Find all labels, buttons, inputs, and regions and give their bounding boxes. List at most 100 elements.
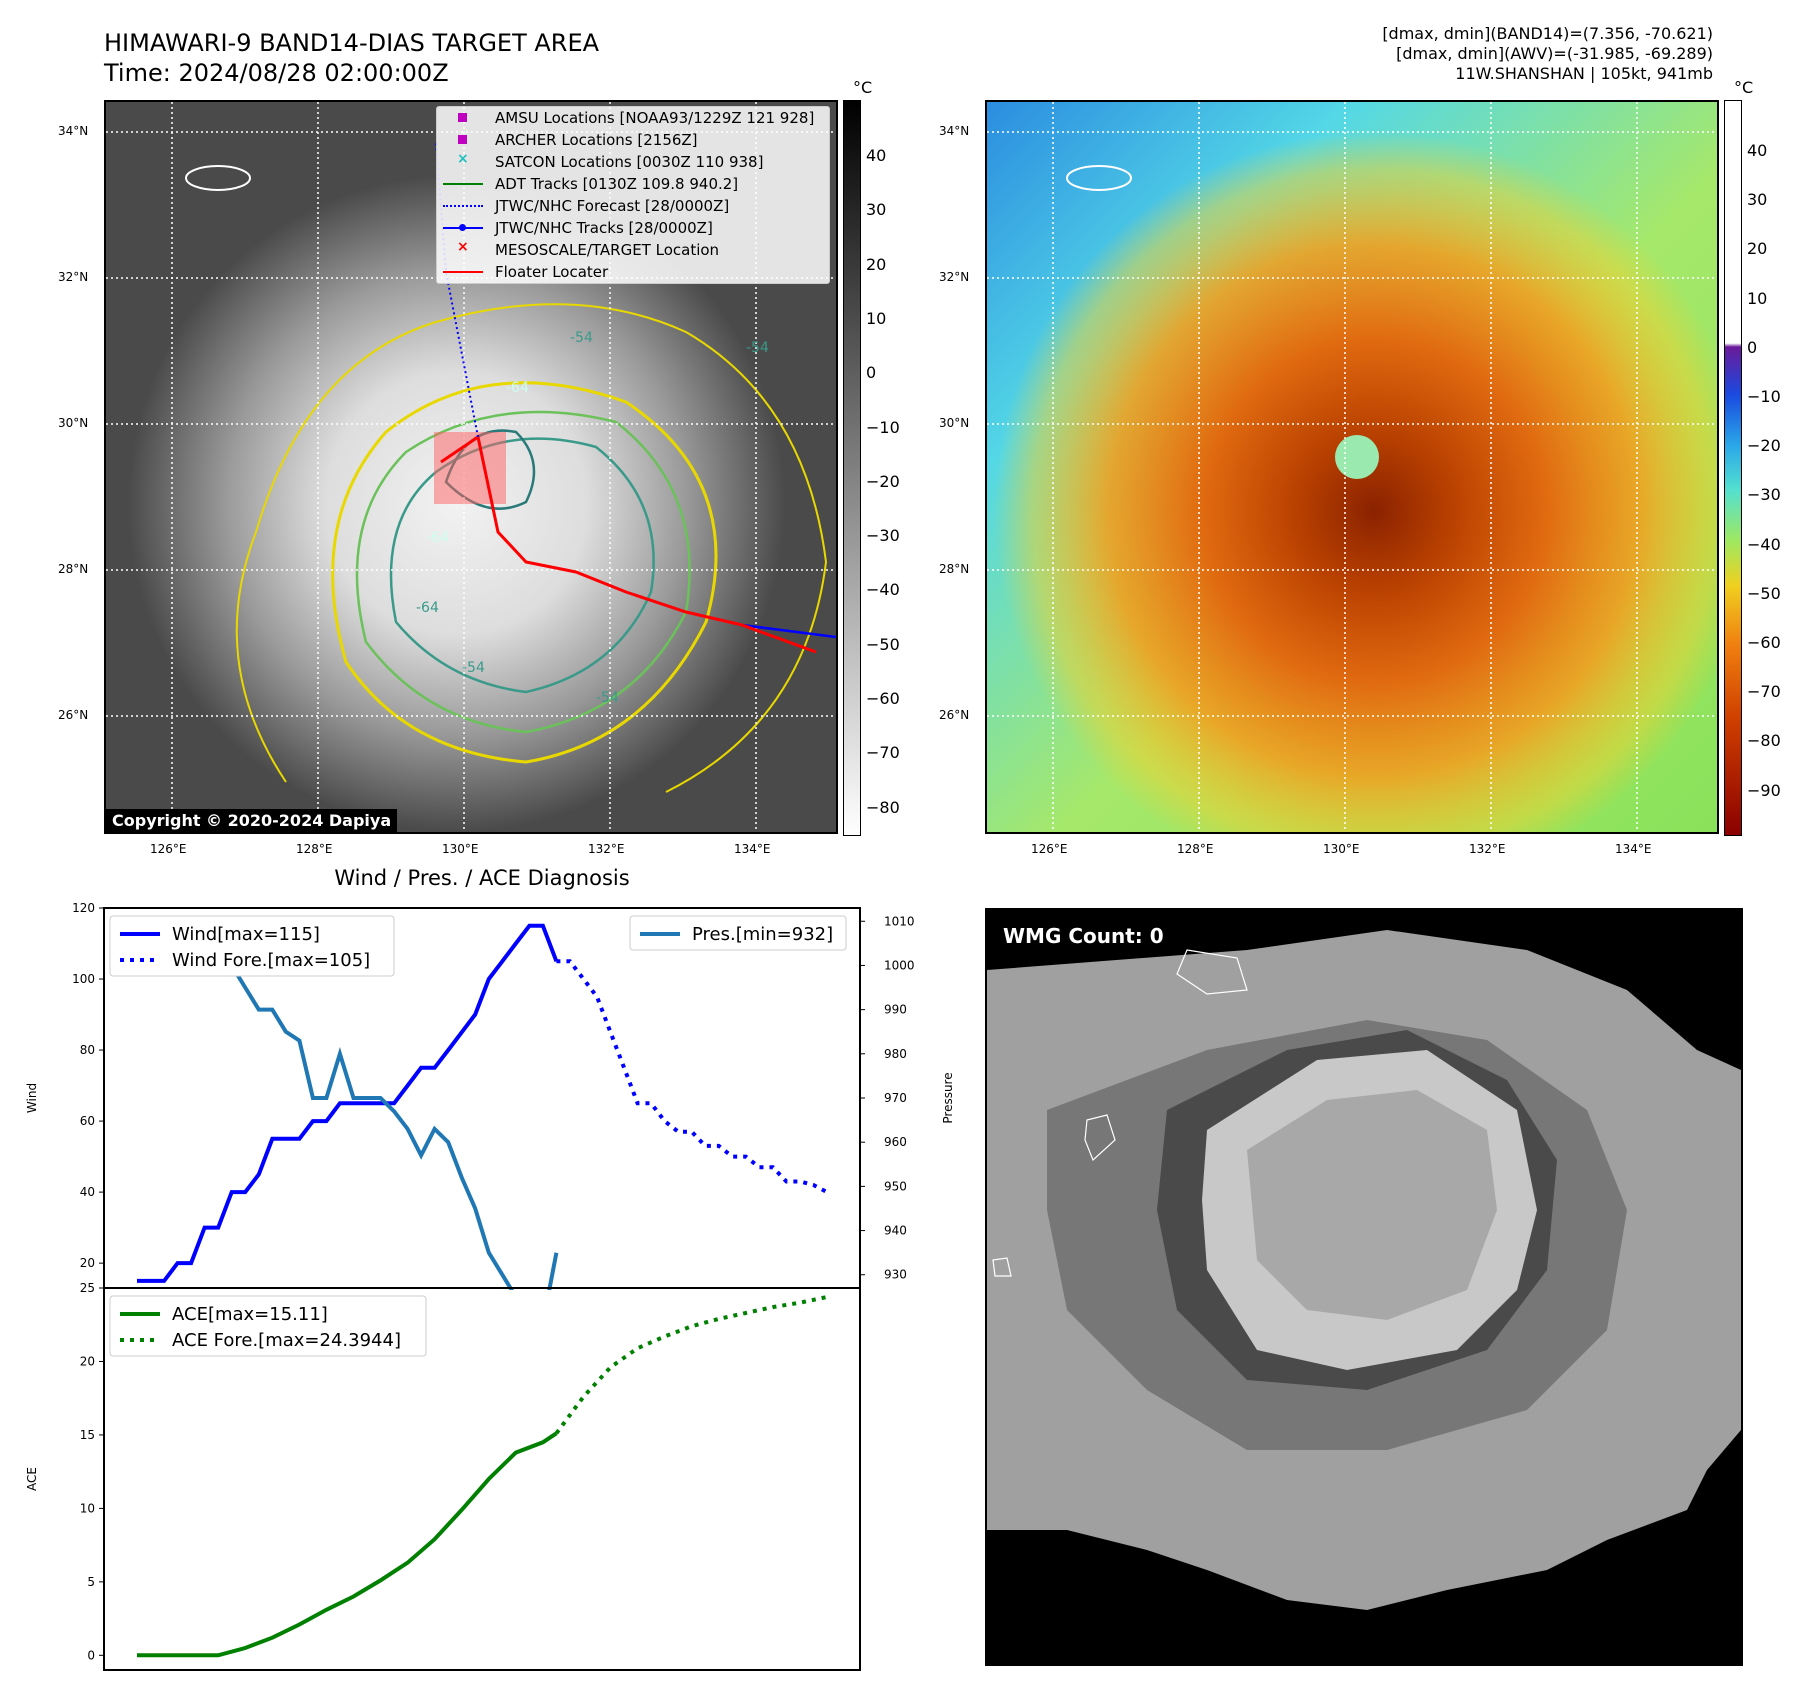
- chart-legend-label: ACE[max=15.11]: [172, 1304, 328, 1325]
- lon-label: 132°E: [1469, 842, 1506, 856]
- colorbar-tick: −40: [866, 580, 900, 600]
- legend-entry: ADT Tracks [0130Z 109.8 940.2]: [437, 173, 829, 195]
- y-right-tick-label: 960: [884, 1135, 907, 1149]
- colorbar-tick: −10: [1747, 387, 1781, 406]
- dmax-awv: [dmax, dmin](AWV)=(-31.985, -69.289): [1396, 44, 1713, 63]
- legend-swatch: [443, 201, 483, 211]
- wmg-panel: WMG Count: 0: [985, 908, 1743, 1666]
- ir-map-panel: -64 -64 -64 -54 -54 -54 -54 AMSU Locatio…: [104, 100, 838, 834]
- colorbar-tick: −70: [866, 743, 900, 763]
- colorbar-tick: 20: [866, 254, 887, 274]
- legend-swatch: [443, 223, 483, 233]
- chart-legend-box: [109, 915, 395, 977]
- colorbar-tick: −30: [1747, 485, 1781, 505]
- series-line: [556, 959, 828, 1194]
- svg-text:-64: -64: [426, 530, 449, 546]
- ace-chart: 25 20 15 10 5 0 ACE ACE[max=15.11] ACE Fore.[max…: [25, 1281, 861, 1671]
- storm-info: 11W.SHANSHAN | 105kt, 941mb: [1455, 64, 1713, 83]
- map-legend: AMSU Locations [NOAA93/1229Z 121 928] ARC…: [436, 106, 830, 284]
- legend-swatch: [443, 267, 483, 277]
- legend-label: JTWC/NHC Tracks [28/0000Z]: [495, 219, 713, 237]
- series-line: [137, 923, 559, 1283]
- y-right-tick-label: 950: [884, 1179, 907, 1193]
- legend-entry: × MESOSCALE/TARGET Location: [437, 239, 829, 261]
- dmax-band14: [dmax, dmin](BAND14)=(7.356, -70.621): [1382, 24, 1713, 43]
- y-tick-label: 80: [80, 1043, 95, 1057]
- y-right-tick-label: 940: [884, 1224, 907, 1238]
- colorbar-tick: 20: [1747, 239, 1768, 259]
- legend-swatch: [443, 135, 483, 145]
- legend-label: JTWC/NHC Forecast [28/0000Z]: [495, 197, 730, 215]
- colorbar-left-unit: °C: [853, 78, 873, 97]
- legend-swatch: ×: [457, 151, 469, 167]
- lat-label: 26°N: [939, 708, 970, 722]
- chart-legend-label: Wind[max=115]: [172, 924, 320, 945]
- legend-swatch: [443, 113, 483, 123]
- colorbar-tick: 0: [866, 363, 877, 383]
- series-line: [137, 1431, 558, 1658]
- legend-entry: JTWC/NHC Forecast [28/0000Z]: [437, 195, 829, 217]
- colorbar-right-unit: °C: [1734, 78, 1754, 97]
- lat-label: 32°N: [939, 270, 970, 284]
- y-tick-label: 10: [80, 1501, 95, 1515]
- legend-label: AMSU Locations [NOAA93/1229Z 121 928]: [495, 109, 815, 127]
- colorbar-tick: 30: [866, 200, 887, 220]
- colorbar-tick: 10: [1747, 288, 1768, 308]
- colorbar-tick: 40: [1747, 141, 1768, 160]
- y-tick-label: 100: [72, 972, 95, 986]
- wind-pressure-chart: 120 100 80 60 40 20 Wind 1010 1000 990 980 970 960 95…: [25, 901, 955, 1290]
- chart-legend-label: Pres.[min=932]: [692, 924, 833, 945]
- chart-legend-label: Wind Fore.[max=105]: [172, 950, 370, 971]
- colorbar-tick: 40: [866, 146, 887, 165]
- svg-text:-54: -54: [570, 330, 593, 346]
- colorbar-tick: −60: [1747, 633, 1781, 652]
- lon-label: 128°E: [296, 842, 333, 856]
- lat-label: 34°N: [939, 124, 970, 138]
- legend-label: SATCON Locations [0030Z 110 938]: [495, 153, 764, 171]
- legend-label: ADT Tracks [0130Z 109.8 940.2]: [495, 175, 739, 193]
- colorbar-tick: −50: [866, 634, 900, 654]
- awv-map-panel: [985, 100, 1719, 834]
- lon-label: 132°E: [588, 842, 625, 856]
- series-line: [554, 1295, 828, 1435]
- chart-legend: Wind[max=115] Wind Fore.[max=105]: [109, 915, 395, 977]
- chart-legend-box: [629, 915, 847, 951]
- y-right-tick-label: 990: [884, 1003, 907, 1017]
- colorbar-tick: −70: [1747, 682, 1781, 702]
- lon-label: 126°E: [150, 842, 187, 856]
- legend-entry: Floater Locater: [437, 261, 829, 283]
- legend-label: ARCHER Locations [2156Z]: [495, 131, 698, 149]
- colorbar-tick: −40: [1747, 534, 1781, 554]
- colorbar-tick: −80: [1747, 731, 1781, 751]
- colorbar-tick: −20: [1747, 436, 1781, 456]
- colorbar-right: [1724, 100, 1742, 836]
- lat-label: 26°N: [58, 708, 89, 722]
- y-right-tick-label: 930: [884, 1268, 907, 1282]
- colorbar-tick: 10: [866, 308, 887, 328]
- legend-swatch: ×: [457, 239, 469, 255]
- svg-text:-54: -54: [462, 660, 485, 676]
- y-tick-label: 120: [72, 901, 95, 915]
- y-tick-label: 60: [80, 1114, 95, 1128]
- y-tick-label: 15: [80, 1428, 95, 1442]
- chart-legend: Pres.[min=932]: [629, 915, 847, 951]
- wmg-image: [987, 930, 1741, 1610]
- chart-legend: ACE[max=15.11] ACE Fore.[max=24.3944]: [109, 1295, 427, 1357]
- y-axis-label: ACE: [25, 1467, 39, 1491]
- lat-label: 30°N: [58, 416, 89, 430]
- y-right-axis-label: Pressure: [941, 1072, 955, 1123]
- lon-label: 130°E: [442, 842, 479, 856]
- legend-entry: AMSU Locations [NOAA93/1229Z 121 928]: [437, 107, 829, 129]
- y-right-tick-label: 980: [884, 1047, 907, 1061]
- colorbar-tick: −90: [1747, 780, 1781, 800]
- svg-text:-54: -54: [596, 690, 619, 706]
- lat-label: 28°N: [58, 562, 89, 576]
- colorbar-left: [843, 100, 861, 836]
- y-right-tick-label: 1000: [884, 958, 915, 972]
- svg-text:-64: -64: [506, 380, 529, 396]
- y-tick-label: 25: [80, 1281, 95, 1295]
- y-tick-label: 0: [87, 1648, 95, 1662]
- awv-map-image: [987, 102, 1717, 832]
- legend-swatch: [443, 179, 483, 189]
- colorbar-tick: −20: [866, 471, 900, 491]
